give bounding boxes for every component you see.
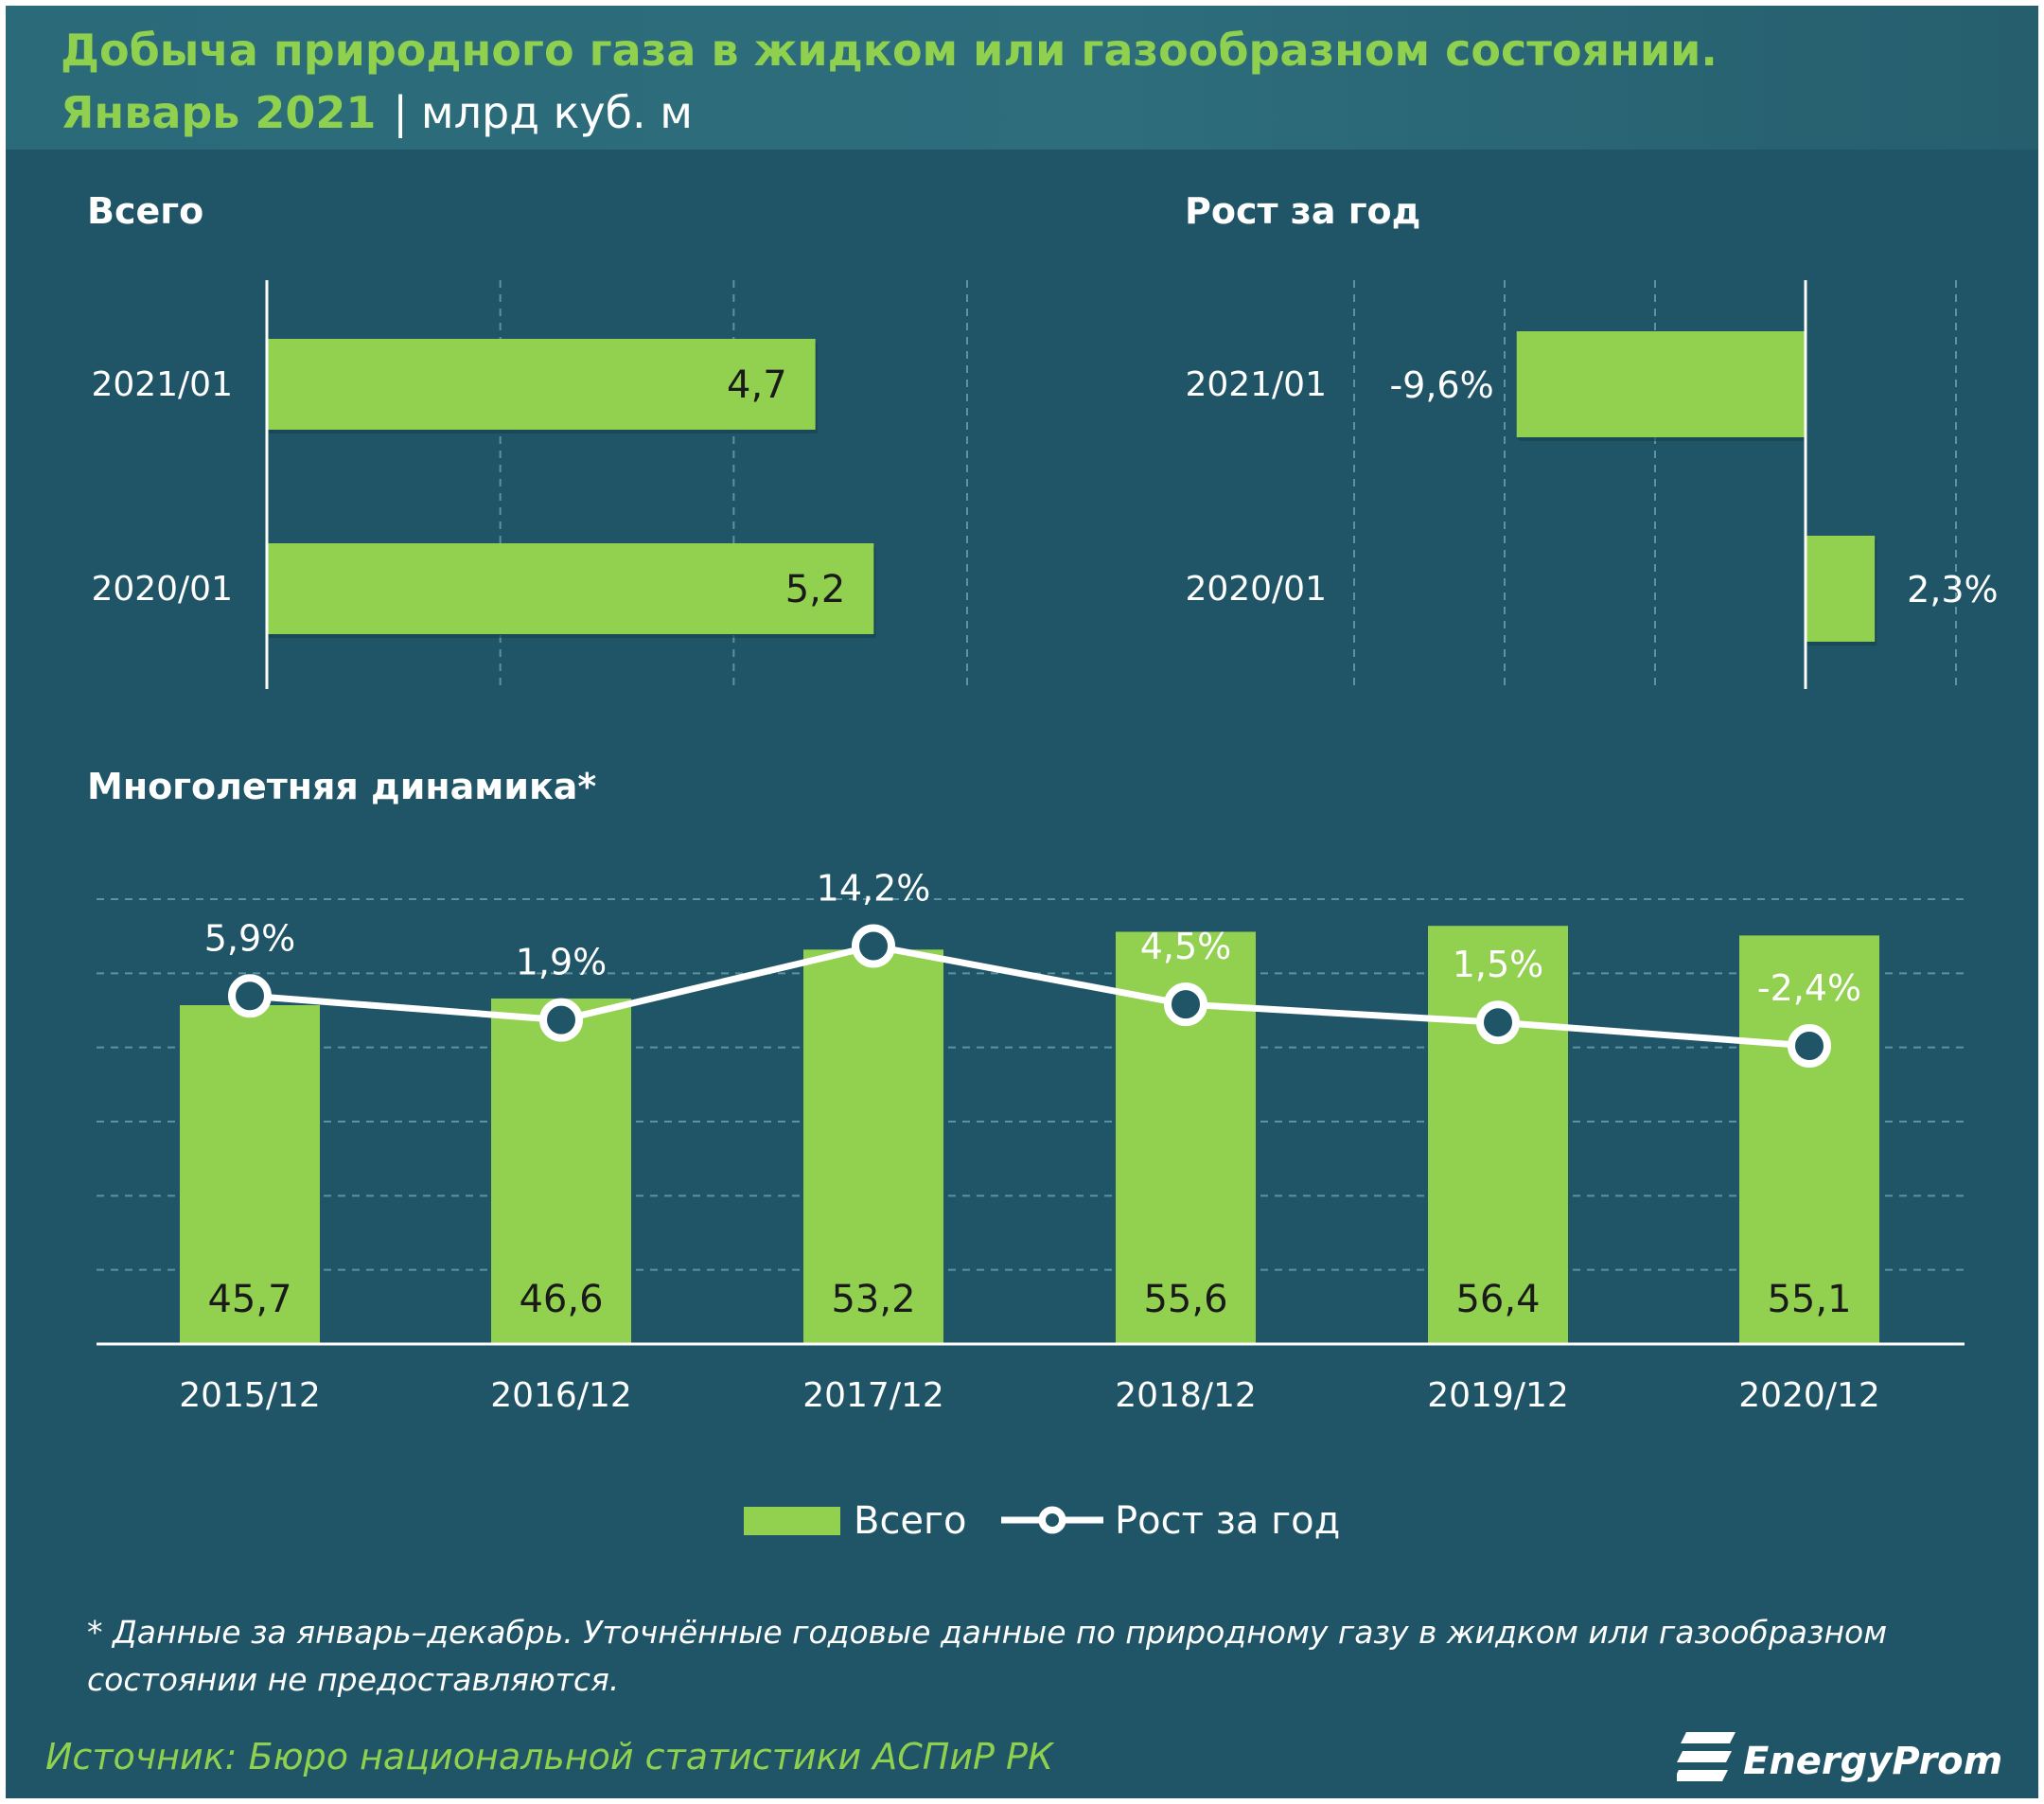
growth-point	[539, 998, 583, 1042]
infographic-panel: Добыча природного газа в жидком или газо…	[6, 6, 2038, 1798]
dynamics-x-label: 2020/12	[1738, 1376, 1880, 1415]
dynamics-bar-value: 56,4	[1455, 1278, 1540, 1321]
total-bar	[267, 339, 816, 430]
dynamics-x-label: 2019/12	[1427, 1376, 1569, 1415]
growth-point	[1164, 982, 1207, 1027]
growth-bar	[1806, 536, 1876, 642]
header-band: Добыча природного газа в жидком или газо…	[6, 6, 2038, 150]
dynamics-bar	[803, 949, 943, 1344]
growth-bar	[1516, 331, 1806, 437]
total-category-label: 2021/01	[91, 365, 233, 404]
legend-line-label: Рост за год	[1115, 1499, 1340, 1543]
energyprom-logo-mark	[1677, 1732, 1736, 1781]
total-bar-value: 5,2	[785, 568, 846, 611]
growth-point-label: 4,5%	[1140, 926, 1232, 967]
dynamics-x-label: 2015/12	[179, 1376, 321, 1415]
growth-point	[228, 974, 272, 1018]
dynamics-bar	[1739, 935, 1879, 1344]
period-label: Январь 2021	[61, 87, 377, 138]
footnote: * Данные за январь–декабрь. Уточнённые г…	[87, 1614, 1888, 1698]
dynamics-bar-value: 55,6	[1143, 1278, 1227, 1321]
chart-title: Добыча природного газа в жидком или газо…	[61, 25, 1718, 76]
dynamics-chart-growth-line: 5,9% 1,9% 14,2% 4,5% 1,5% -2,4%	[204, 868, 1861, 1068]
total-chart: Всего 4,7 2021/01 5,2 2020/01	[87, 190, 968, 689]
growth-chart-title: Рост за год	[1185, 190, 1420, 232]
dynamics-bar	[1428, 926, 1568, 1344]
total-category-label: 2020/01	[91, 570, 233, 609]
growth-category-label: 2021/01	[1185, 365, 1327, 404]
dynamics-chart-grid	[97, 898, 1965, 1271]
energyprom-logo-text: EnergyProm	[1743, 1740, 2002, 1783]
growth-point-label: 14,2%	[817, 868, 931, 910]
growth-bar-value: 2,3%	[1907, 569, 1999, 610]
dynamics-bar	[180, 1005, 320, 1344]
dynamics-bar-value: 55,1	[1767, 1278, 1851, 1321]
total-chart-title: Всего	[87, 190, 203, 232]
dynamics-bar	[491, 998, 631, 1344]
growth-category-label: 2020/01	[1185, 570, 1327, 609]
unit-label: млрд куб. м	[420, 87, 693, 138]
legend: Всего Рост за год	[744, 1499, 1340, 1543]
growth-chart-bars: -9,6% 2021/01 2,3% 2020/01	[1185, 331, 1999, 646]
legend-bar-label: Всего	[854, 1499, 967, 1543]
dynamics-chart-title: Многолетняя динамика*	[87, 766, 596, 807]
dynamics-bar-value: 45,7	[207, 1278, 291, 1321]
dynamics-bar-value: 46,6	[519, 1278, 603, 1321]
dynamics-chart-bars: 45,7 46,6 53,2 55,6 56,4 55,1	[180, 926, 1879, 1344]
growth-point-label: 1,9%	[516, 942, 608, 983]
growth-point	[1788, 1023, 1831, 1068]
total-chart-bars: 4,7 2021/01 5,2 2020/01	[91, 339, 876, 638]
dynamics-x-label: 2018/12	[1115, 1376, 1257, 1415]
chart-subtitle: Январь 2021 | млрд куб. м	[61, 87, 693, 138]
growth-bar-value: -9,6%	[1389, 364, 1493, 406]
growth-chart: Рост за год -9,6% 2021/01 2,3% 2020/01	[1185, 190, 1999, 689]
total-bar-value: 4,7	[727, 363, 787, 407]
energyprom-logo: EnergyProm	[1677, 1732, 2002, 1783]
source-note: Источник: Бюро национальной статистики А…	[45, 1736, 1053, 1777]
legend-line-marker-hole	[1046, 1513, 1059, 1527]
growth-point	[852, 924, 895, 968]
growth-line	[249, 943, 1810, 1050]
growth-point-label: 5,9%	[204, 917, 296, 959]
growth-point-label: -2,4%	[1757, 967, 1861, 1009]
total-bar	[267, 543, 874, 634]
dynamics-chart: Многолетняя динамика* 45,7 46,6 53,2 55,6 56…	[87, 766, 1965, 1415]
dynamics-chart-x-labels: 2015/12 2016/12 2017/12 2018/12 2019/12 2020/…	[179, 1376, 1880, 1415]
legend-bar-swatch	[744, 1507, 840, 1535]
dynamics-bar-value: 53,2	[831, 1278, 915, 1321]
dynamics-x-label: 2017/12	[802, 1376, 944, 1415]
title-separator: |	[393, 87, 408, 138]
growth-chart-grid	[1353, 280, 1957, 689]
charts-canvas: Всего 4,7 2021/01 5,2 2020/01 Рост за год -…	[87, 190, 1999, 1543]
dynamics-x-label: 2016/12	[490, 1376, 632, 1415]
growth-point-label: 1,5%	[1453, 944, 1544, 985]
growth-point	[1476, 1000, 1520, 1045]
